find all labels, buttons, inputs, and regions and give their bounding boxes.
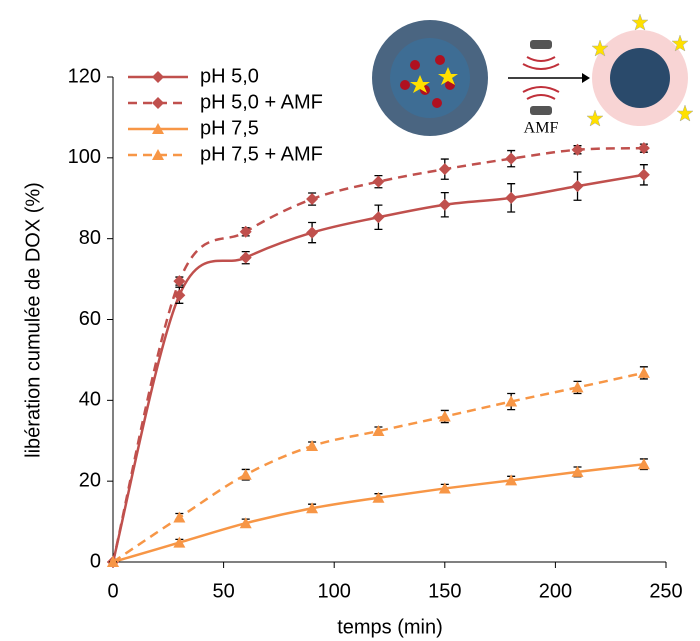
marker xyxy=(372,491,385,503)
marker xyxy=(152,123,164,134)
series-line xyxy=(112,371,645,564)
marker xyxy=(152,71,164,83)
marker xyxy=(173,511,186,523)
x-tick-label: 250 xyxy=(649,580,682,602)
marker xyxy=(571,465,584,477)
y-tick-label: 0 xyxy=(90,550,101,572)
legend-label: pH 7,5 + AMF xyxy=(200,143,323,165)
marker xyxy=(505,395,518,407)
x-tick-label: 150 xyxy=(428,580,461,602)
marker xyxy=(152,149,164,160)
series-line xyxy=(111,146,644,563)
x-axis-label: temps (min) xyxy=(337,616,443,638)
marker xyxy=(173,275,186,288)
y-tick-label: 40 xyxy=(79,389,101,411)
marker xyxy=(438,410,451,422)
marker xyxy=(152,97,164,109)
marker xyxy=(637,142,650,155)
marker xyxy=(571,143,584,156)
x-tick-label: 200 xyxy=(539,580,572,602)
marker xyxy=(306,226,319,239)
marker xyxy=(637,168,650,181)
marker xyxy=(239,517,252,529)
marker xyxy=(438,198,451,211)
marker xyxy=(239,468,252,480)
series-line xyxy=(111,173,645,563)
marker xyxy=(306,440,319,452)
marker xyxy=(372,211,385,224)
inset-illustration: AMF xyxy=(372,13,694,137)
x-tick-label: 0 xyxy=(107,580,118,602)
legend-label: pH 5,0 xyxy=(200,65,259,87)
marker xyxy=(306,193,319,206)
y-tick-label: 60 xyxy=(79,308,101,330)
marker xyxy=(306,502,319,514)
y-tick-label: 120 xyxy=(68,65,101,87)
marker xyxy=(372,425,385,437)
y-axis-label: libération cumulée de DOX (%) xyxy=(22,182,44,458)
marker xyxy=(505,152,518,165)
marker xyxy=(438,163,451,176)
marker xyxy=(239,251,252,264)
y-tick-label: 20 xyxy=(79,469,101,491)
marker xyxy=(173,536,186,548)
marker xyxy=(107,556,119,567)
marker xyxy=(505,474,518,486)
marker xyxy=(637,458,650,470)
y-tick-label: 100 xyxy=(68,146,101,168)
y-tick-label: 80 xyxy=(79,227,101,249)
legend-label: pH 7,5 xyxy=(200,117,259,139)
x-tick-label: 50 xyxy=(212,580,234,602)
marker xyxy=(571,180,584,193)
marker xyxy=(505,191,518,204)
legend-label: pH 5,0 + AMF xyxy=(200,91,323,113)
marker xyxy=(438,482,451,494)
x-tick-label: 100 xyxy=(318,580,351,602)
marker xyxy=(239,225,252,238)
marker xyxy=(372,175,385,188)
inset-label: AMF xyxy=(524,120,559,137)
series-line xyxy=(112,462,645,564)
marker xyxy=(571,381,584,393)
marker xyxy=(637,366,650,378)
